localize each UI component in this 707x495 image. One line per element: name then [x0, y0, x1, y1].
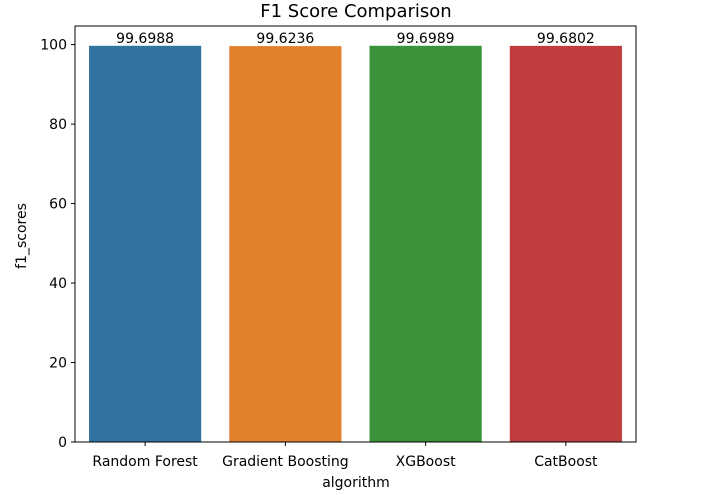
bar-random-forest [89, 45, 202, 442]
data-label: 99.6802 [537, 31, 595, 47]
y-tick-label: 0 [58, 435, 67, 451]
bars-group [89, 45, 622, 443]
data-label: 99.6236 [256, 31, 314, 47]
y-axis-ticks: 0 20 40 60 80 100 [40, 38, 75, 451]
x-axis-label: algorithm [322, 475, 390, 491]
bar-gradient-boosting [229, 46, 342, 443]
x-tick-label: Gradient Boosting [222, 454, 349, 470]
y-tick-label: 40 [49, 276, 67, 292]
bar-xgboost [369, 45, 482, 442]
bar-catboost [509, 45, 622, 442]
y-axis-label: f1_scores [14, 203, 30, 269]
y-tick-label: 100 [40, 38, 67, 54]
data-label: 99.6989 [397, 31, 455, 47]
chart-title: F1 Score Comparison [260, 1, 451, 22]
y-tick-label: 60 [49, 197, 67, 213]
x-tick-label: XGBoost [396, 454, 456, 470]
x-axis-ticks: Random Forest Gradient Boosting XGBoost Cat… [92, 442, 598, 470]
data-labels-group: 99.6988 99.6236 99.6989 99.6802 [116, 31, 595, 47]
plot-frame [74, 25, 637, 443]
y-tick-label: 20 [49, 356, 67, 372]
x-tick-label: Random Forest [92, 454, 198, 470]
x-tick-label: CatBoost [534, 454, 598, 470]
y-tick-label: 80 [49, 117, 67, 133]
data-label: 99.6988 [116, 31, 174, 47]
